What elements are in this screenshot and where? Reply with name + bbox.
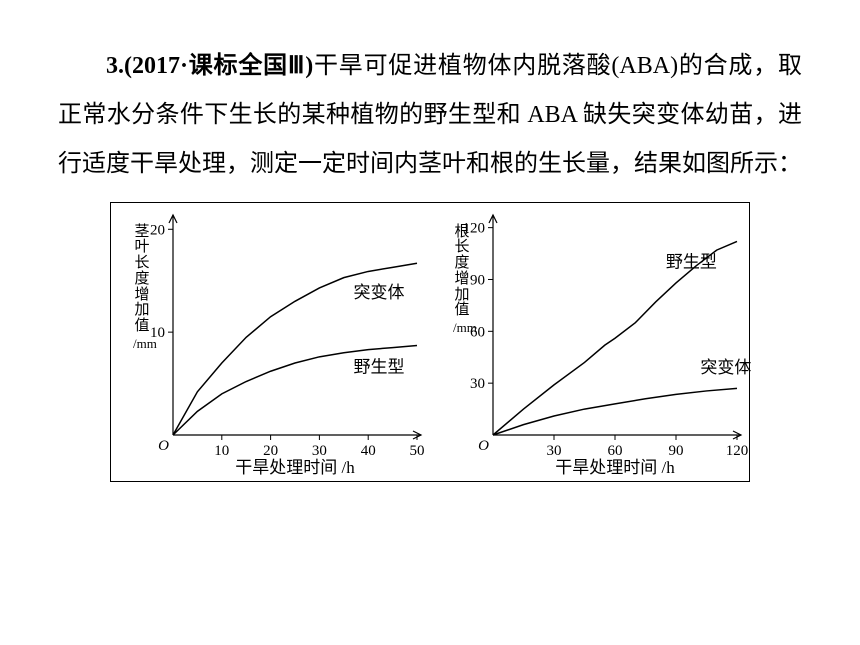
svg-text:90: 90 [470, 272, 485, 288]
svg-text:30: 30 [470, 376, 485, 392]
question-text: 3.(2017·课标全国Ⅲ)干旱可促进植物体内脱落酸(ABA)的合成，取正常水分… [0, 0, 860, 190]
charts-container: 茎叶长度增加值/mm 10203040501020O突变体野生型干旱处理时间 /… [110, 202, 750, 482]
question-prefix: 3.(2017·课标全国Ⅲ) [106, 53, 313, 79]
svg-text:20: 20 [150, 222, 165, 238]
svg-text:突变体: 突变体 [700, 357, 751, 376]
svg-text:干旱处理时间 /h: 干旱处理时间 /h [235, 458, 355, 477]
chart-right: 根长度增加值/mm 306090120306090120O野生型突变体干旱处理时… [431, 203, 751, 481]
svg-text:40: 40 [361, 443, 376, 459]
svg-text:10: 10 [214, 443, 229, 459]
svg-text:野生型: 野生型 [666, 252, 717, 271]
ylabel-right: 根长度增加值/mm [453, 225, 471, 335]
ylabel-left: 茎叶长度增加值/mm [133, 225, 151, 351]
svg-text:O: O [158, 438, 169, 454]
svg-text:50: 50 [410, 443, 425, 459]
chart-left: 茎叶长度增加值/mm 10203040501020O突变体野生型干旱处理时间 /… [111, 203, 431, 481]
svg-text:干旱处理时间 /h: 干旱处理时间 /h [555, 458, 675, 477]
svg-text:120: 120 [726, 443, 749, 459]
svg-text:90: 90 [669, 443, 684, 459]
svg-text:突变体: 突变体 [354, 283, 405, 302]
svg-text:60: 60 [608, 443, 623, 459]
chart-left-svg: 10203040501020O突变体野生型干旱处理时间 /h [111, 203, 431, 483]
svg-text:30: 30 [547, 443, 562, 459]
svg-text:野生型: 野生型 [354, 357, 405, 376]
svg-text:30: 30 [312, 443, 327, 459]
chart-right-svg: 306090120306090120O野生型突变体干旱处理时间 /h [431, 203, 751, 483]
svg-text:O: O [478, 438, 489, 454]
svg-text:20: 20 [263, 443, 278, 459]
